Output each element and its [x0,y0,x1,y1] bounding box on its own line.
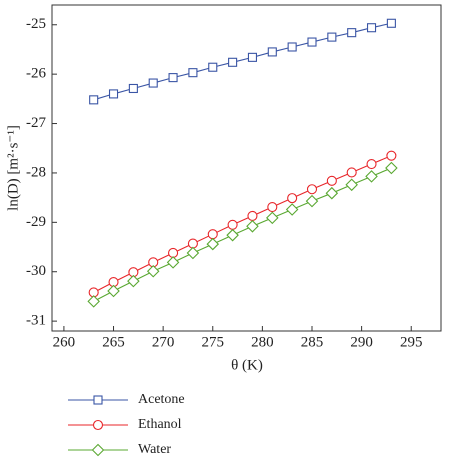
marker [226,228,239,242]
marker [386,150,397,161]
marker [307,37,317,47]
series-line [93,155,392,293]
series-line [93,22,392,101]
marker [366,23,377,33]
marker [287,193,298,204]
marker [285,203,299,216]
marker [327,32,337,42]
marker [227,219,238,230]
plot-frame [51,4,442,332]
y-tick-label: -29 [26,214,46,230]
y-tick-label: -28 [26,164,46,180]
y-tick-label: -26 [26,66,46,82]
marker [128,83,138,94]
marker [228,57,238,67]
x-axis-label: θ (K) [231,357,263,373]
marker [207,229,218,240]
marker [347,28,357,38]
marker [306,184,318,195]
y-tick-label: -31 [26,313,46,329]
marker [93,395,103,405]
y-tick-label: -25 [26,16,46,32]
marker [186,246,200,260]
marker [386,18,396,28]
marker [127,274,140,288]
marker [287,42,297,52]
marker [305,194,319,208]
marker [92,419,104,431]
marker [345,178,358,192]
y-tick-label: -27 [26,115,46,131]
marker [326,175,337,186]
marker [246,220,259,233]
x-tick-label: 260 [53,334,76,350]
marker [166,256,180,269]
marker [247,210,258,221]
marker [267,201,278,213]
x-tick-label: 295 [400,334,423,350]
marker [91,443,105,457]
marker [87,295,100,308]
marker [385,161,398,175]
marker [208,62,218,72]
x-tick-label: 285 [301,334,324,350]
marker [148,78,158,88]
legend-label: Ethanol [138,417,182,432]
legend-label: Water [138,442,171,457]
marker [366,158,377,170]
marker [107,284,120,298]
x-tick-label: 290 [350,334,373,350]
y-axis-label: ln(D) [m²·s⁻¹] [5,125,21,211]
marker [346,167,357,178]
y-tick-label: -30 [26,263,46,279]
marker [365,170,378,183]
marker [89,95,99,105]
marker [266,211,279,225]
marker [146,264,160,278]
marker [108,89,119,99]
marker [206,237,220,251]
x-tick-label: 265 [102,334,125,350]
x-tick-label: 275 [202,334,225,350]
marker [188,68,198,78]
x-tick-label: 280 [251,334,274,350]
marker [325,186,339,200]
marker [168,73,178,83]
marker [247,52,258,62]
series-line [93,167,392,302]
marker [267,47,277,57]
legend-label: Acetone [138,392,185,407]
x-tick-label: 270 [152,334,175,350]
